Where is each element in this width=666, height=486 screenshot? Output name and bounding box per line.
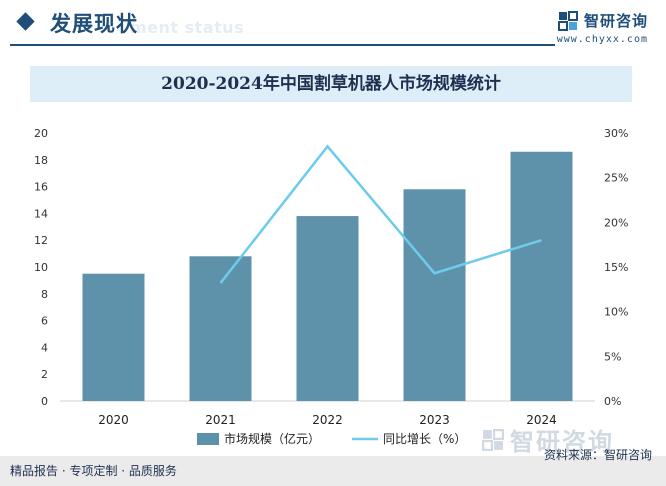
legend-swatch-bar: [197, 433, 219, 445]
brand-logo: 智研咨询 www.chyxx.com: [557, 10, 648, 45]
bar-2020: [82, 273, 145, 401]
y-left-tick-label: 20: [34, 127, 48, 140]
y-left-tick-label: 14: [34, 207, 48, 220]
x-tick-label: 2021: [205, 413, 236, 427]
y-right-tick-label: 5%: [604, 350, 621, 363]
y-right-tick-label: 20%: [604, 216, 628, 229]
y-right-tick-label: 30%: [604, 127, 628, 140]
x-tick-label: 2022: [312, 413, 343, 427]
footer-source: 资料来源：智研咨询: [543, 448, 652, 462]
y-left-tick-label: 6: [41, 315, 48, 328]
y-right-tick-label: 0%: [604, 395, 621, 408]
chart-title: 2020-2024年中国割草机器人市场规模统计: [161, 74, 501, 94]
y-right-tick-label: 15%: [604, 261, 628, 274]
y-left-tick-label: 12: [34, 234, 48, 247]
y-left-tick-label: 0: [41, 395, 48, 408]
brand-name: 智研咨询: [583, 12, 648, 30]
bar-2023: [403, 189, 466, 401]
y-right-tick-label: 25%: [604, 172, 628, 185]
watermark-text: 智研咨询: [510, 428, 614, 456]
bar-2024: [510, 151, 573, 401]
watermark-badge: 智研咨询: [482, 422, 614, 457]
header-title: 发展现状: [50, 12, 138, 36]
bar-2021: [189, 256, 252, 401]
footer-tagline: 精品报告 · 专项定制 · 品质服务: [10, 464, 177, 478]
legend-label-bar: 市场规模（亿元）: [224, 431, 320, 446]
y-left-tick-label: 8: [41, 288, 48, 301]
chart-title-band: 2020-2024年中国割草机器人市场规模统计: [30, 66, 632, 102]
bar-2022: [296, 216, 359, 401]
y-left-tick-label: 10: [34, 261, 48, 274]
y-left-tick-label: 2: [41, 368, 48, 381]
x-tick-label: 2020: [98, 413, 129, 427]
y-left-tick-label: 18: [34, 154, 48, 167]
section-header: ment status 发展现状: [0, 0, 666, 48]
y-left-tick-label: 16: [34, 181, 48, 194]
y-left-tick-label: 4: [41, 341, 48, 354]
header-underline: [10, 44, 555, 46]
x-tick-label: 2023: [419, 413, 450, 427]
y-right-tick-label: 10%: [604, 306, 628, 319]
brand-logo-icon: [557, 10, 578, 31]
footer-band: [0, 456, 666, 486]
watermark-logo-icon: [482, 428, 504, 451]
x-tick-label: 2024: [526, 413, 557, 427]
header-subtitle: ment status: [130, 18, 245, 37]
growth-line: [219, 144, 542, 284]
legend-label-line: 同比增长（%）: [383, 432, 466, 446]
brand-url: www.chyxx.com: [556, 34, 648, 45]
